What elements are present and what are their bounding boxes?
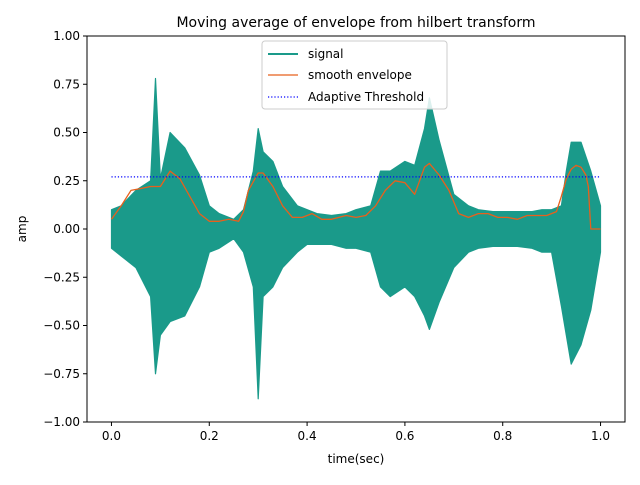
legend-label-signal: signal xyxy=(308,47,344,61)
legend: signal smooth envelope Adaptive Threshol… xyxy=(261,40,448,110)
y-tick-label: −0.75 xyxy=(43,367,80,381)
x-axis-label: time(sec) xyxy=(328,452,385,466)
chart-title: Moving average of envelope from hilbert … xyxy=(176,15,535,31)
legend-box xyxy=(261,40,448,110)
y-tick-label: −0.25 xyxy=(43,270,80,284)
y-tick-label: 0.75 xyxy=(53,77,80,91)
x-tick-label: 0.6 xyxy=(395,429,414,443)
y-axis-label: amp xyxy=(15,216,29,243)
x-tick-label: 1.0 xyxy=(591,429,610,443)
y-tick-label: 0.25 xyxy=(53,174,80,188)
plot-area xyxy=(110,77,602,400)
y-tick-label: −0.50 xyxy=(43,319,80,333)
legend-label-adaptive-threshold: Adaptive Threshold xyxy=(308,90,424,104)
x-tick-label: 0.8 xyxy=(493,429,512,443)
legend-label-smooth-envelope: smooth envelope xyxy=(308,68,412,82)
x-tick-label: 0.2 xyxy=(200,429,219,443)
axis-ticks: 0.0 0.2 0.4 0.6 0.8 1.0 −1.00 −0.75 −0.50 −0.25 0.… xyxy=(43,29,610,443)
smooth-envelope-series xyxy=(110,162,601,230)
y-tick-label: 0.50 xyxy=(53,126,80,140)
x-tick-label: 0.0 xyxy=(102,429,121,443)
signal-series xyxy=(110,77,602,400)
y-tick-label: 0.00 xyxy=(53,222,80,236)
x-tick-label: 0.4 xyxy=(298,429,317,443)
y-tick-label: 1.00 xyxy=(53,29,80,43)
y-tick-label: −1.00 xyxy=(43,415,80,429)
